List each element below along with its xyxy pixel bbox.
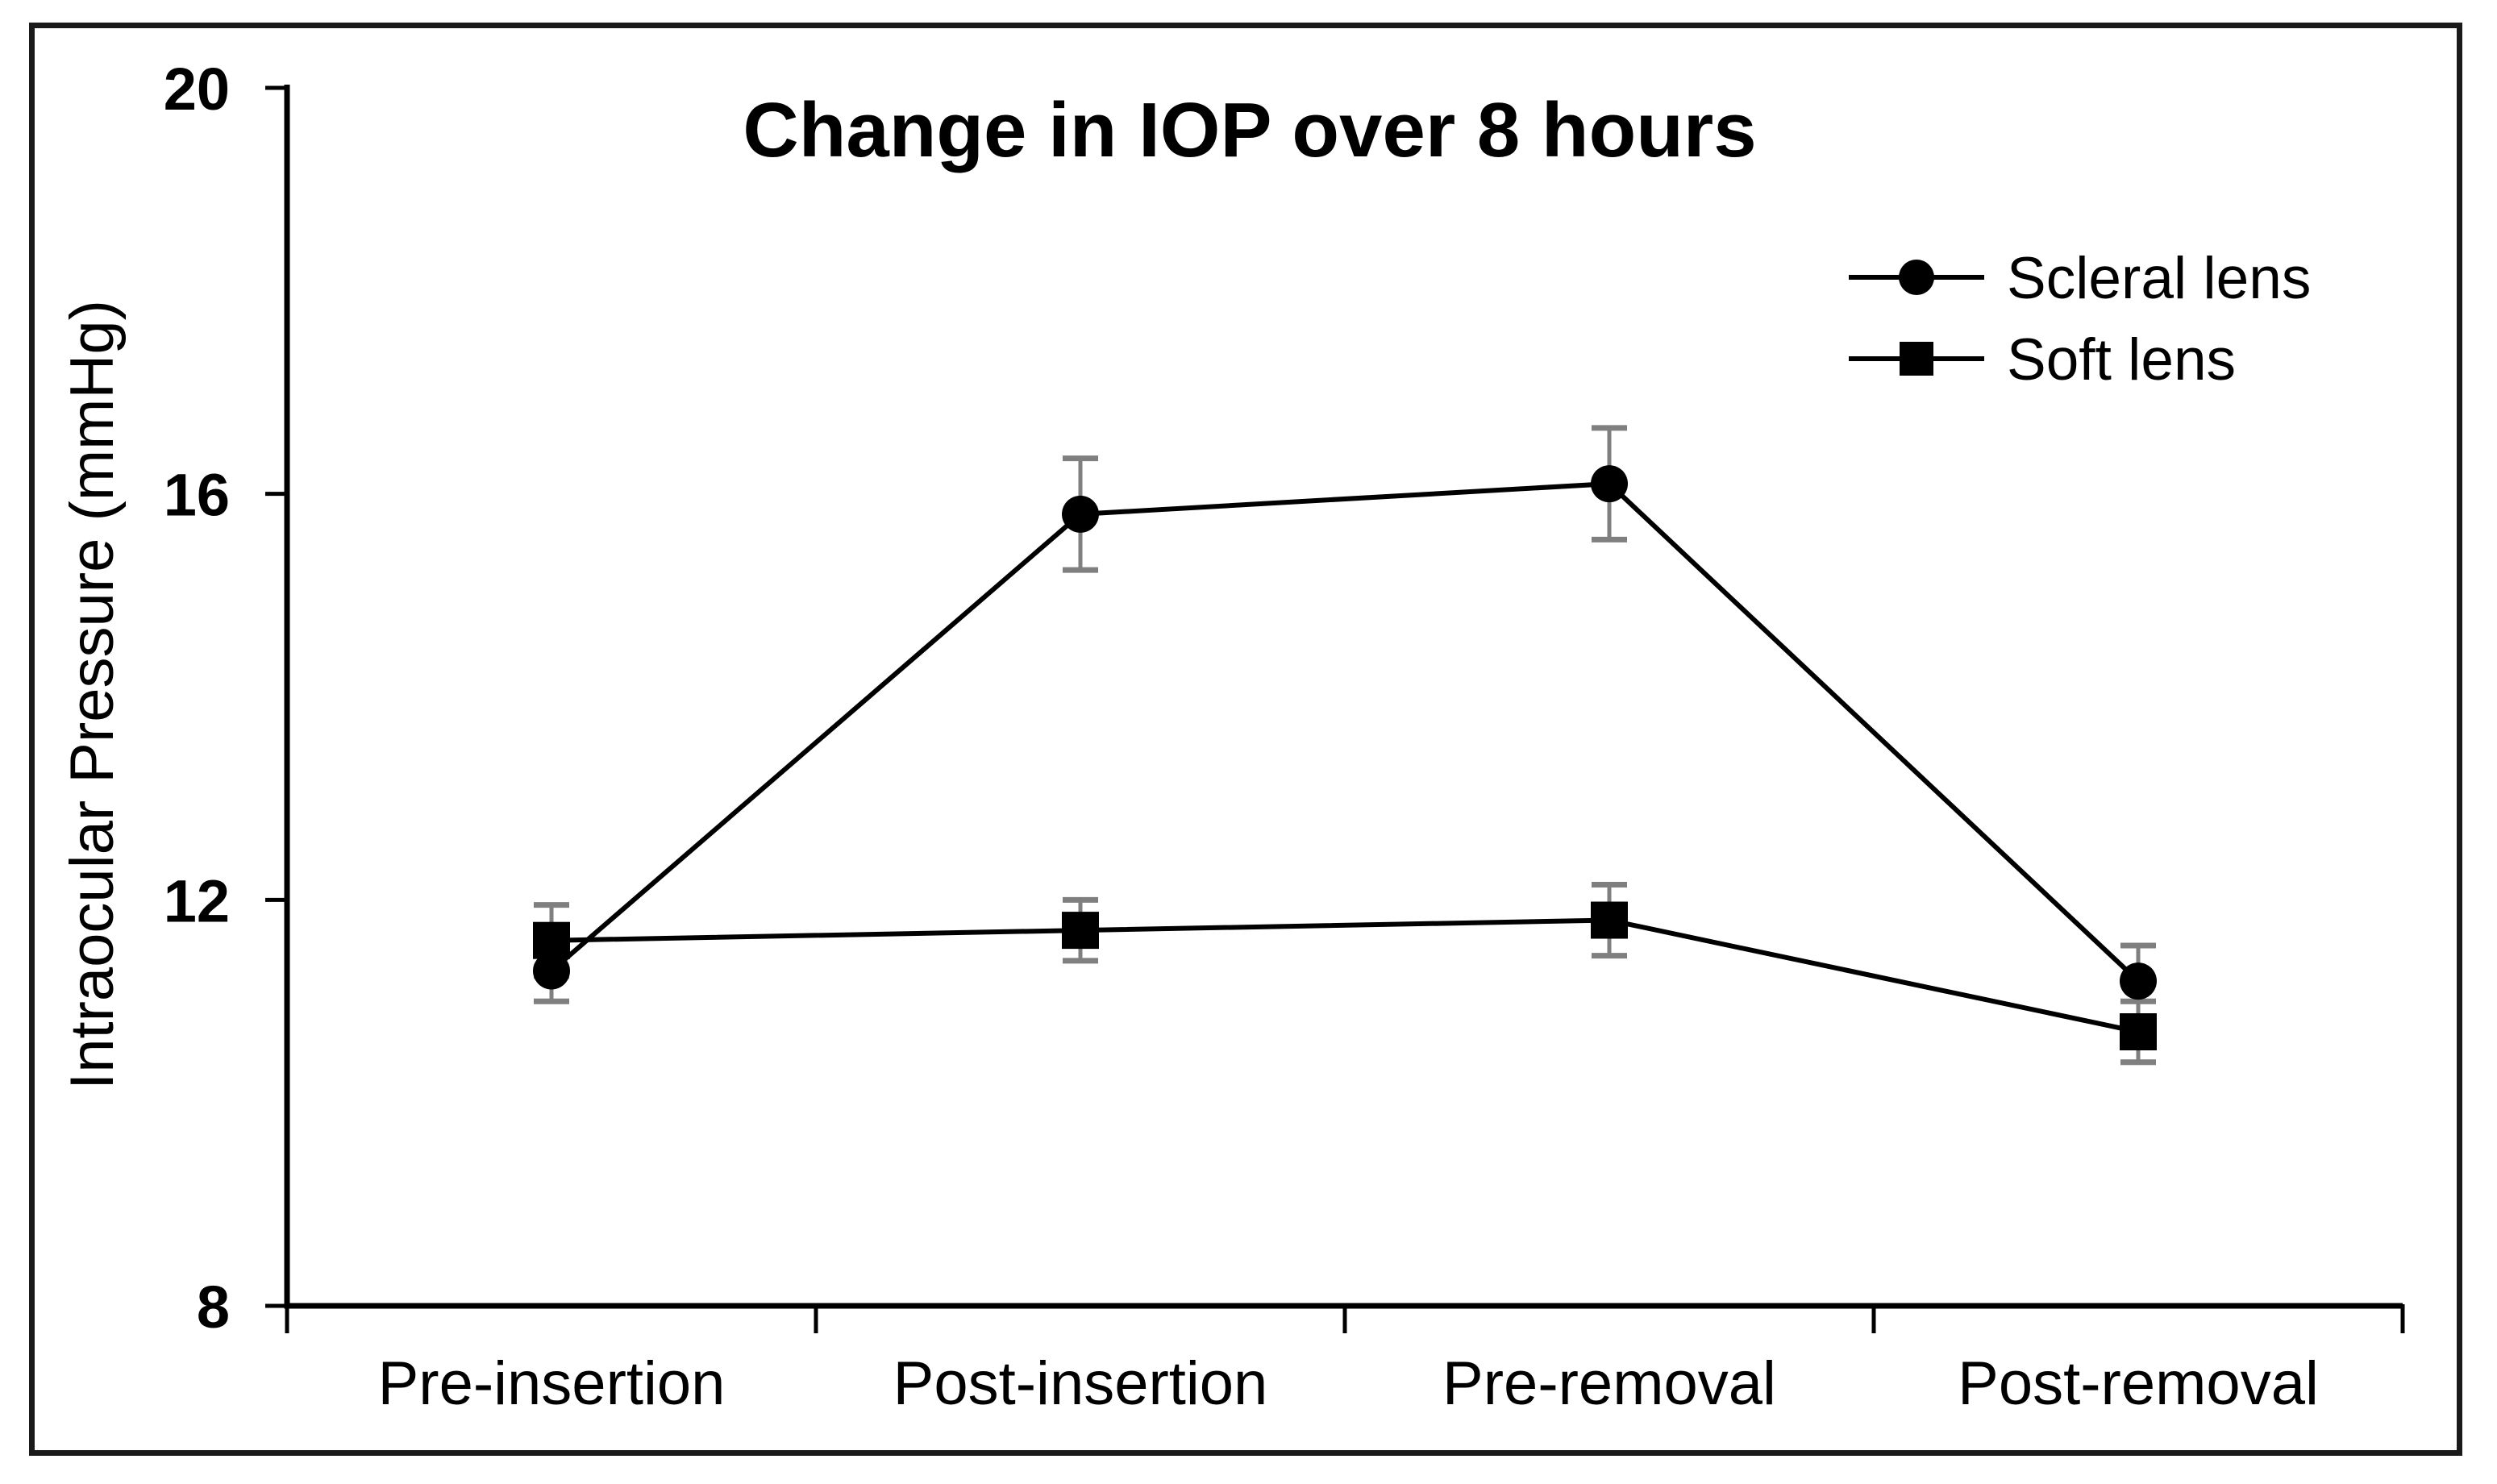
- chart-title: Change in IOP over 8 hours: [743, 87, 1756, 173]
- legend-label: Soft lens: [2007, 327, 2236, 393]
- marker-square: [533, 921, 570, 959]
- marker-circle: [2120, 962, 2157, 1000]
- marker-circle: [533, 952, 570, 990]
- plot-area: 8 12 16 20 Pre-insertion Post-insertion Pre-re…: [164, 56, 2405, 1418]
- legend-item: Soft lens: [1849, 327, 2236, 393]
- x-category-label: Post-removal: [1958, 1349, 2319, 1418]
- x-category-label: Pre-insertion: [378, 1349, 726, 1418]
- marker-square: [2120, 1013, 2157, 1051]
- marker-square: [1062, 912, 1099, 950]
- y-tick-label: 12: [164, 867, 230, 934]
- series-line-scleral-lens: [550, 481, 2141, 983]
- legend-item: Scleral lens: [1849, 246, 2311, 311]
- x-category-label: Post-insertion: [893, 1349, 1268, 1418]
- x-category-label: Pre-removal: [1442, 1349, 1776, 1418]
- y-axis-title: Intraocular Pressure (mmHg): [58, 300, 127, 1090]
- y-tick-label: 8: [197, 1274, 230, 1341]
- marker-circle: [1062, 495, 1099, 533]
- legend-marker-circle: [1899, 260, 1934, 295]
- legend-marker-square: [1900, 342, 1933, 376]
- y-tick-label: 20: [164, 56, 230, 123]
- legend-label: Scleral lens: [2007, 246, 2311, 311]
- y-tick-label: 16: [164, 462, 230, 529]
- marker-circle: [1591, 465, 1628, 503]
- series-line-soft-lens: [551, 917, 2139, 1034]
- marker-square: [1591, 901, 1628, 939]
